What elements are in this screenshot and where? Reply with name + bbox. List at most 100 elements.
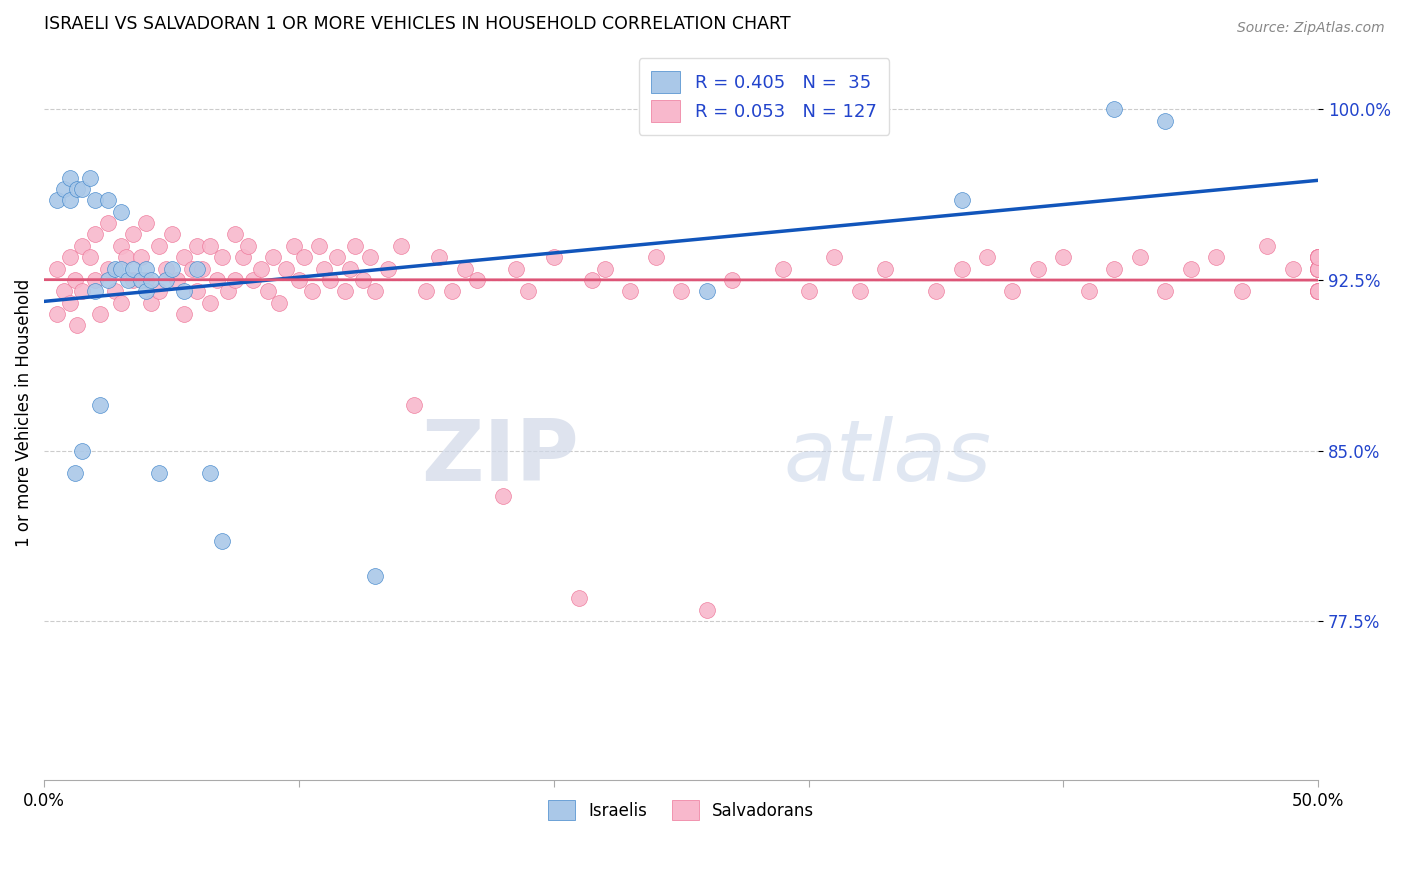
Point — [110, 204, 132, 219]
Point — [1308, 285, 1330, 299]
Point — [129, 250, 152, 264]
Point — [1308, 250, 1330, 264]
Point — [53, 182, 76, 196]
Point — [267, 295, 290, 310]
Text: atlas: atlas — [783, 416, 991, 499]
Point — [568, 591, 591, 606]
Point — [173, 285, 195, 299]
Point — [352, 273, 374, 287]
Point — [1308, 261, 1330, 276]
Point — [45, 307, 67, 321]
Point — [1308, 285, 1330, 299]
Point — [1308, 261, 1330, 276]
Point — [1308, 261, 1330, 276]
Point — [1256, 239, 1278, 253]
Point — [135, 273, 157, 287]
Point — [45, 194, 67, 208]
Point — [721, 273, 744, 287]
Point — [950, 261, 973, 276]
Point — [1308, 285, 1330, 299]
Point — [58, 194, 80, 208]
Point — [1052, 250, 1074, 264]
Point — [492, 489, 515, 503]
Point — [84, 194, 107, 208]
Point — [1308, 285, 1330, 299]
Point — [1308, 285, 1330, 299]
Point — [110, 295, 132, 310]
Point — [669, 285, 692, 299]
Point — [249, 261, 271, 276]
Point — [1180, 261, 1202, 276]
Point — [45, 261, 67, 276]
Point — [1308, 250, 1330, 264]
Point — [89, 398, 111, 412]
Point — [63, 467, 86, 481]
Point — [333, 285, 356, 299]
Point — [186, 239, 208, 253]
Point — [66, 318, 89, 333]
Point — [224, 227, 246, 242]
Point — [198, 239, 221, 253]
Point — [148, 285, 170, 299]
Point — [72, 285, 94, 299]
Point — [122, 273, 145, 287]
Point — [1308, 250, 1330, 264]
Point — [84, 285, 107, 299]
Point — [117, 273, 139, 287]
Point — [465, 273, 488, 287]
Point — [58, 170, 80, 185]
Point — [1308, 261, 1330, 276]
Point — [97, 261, 120, 276]
Point — [207, 273, 229, 287]
Point — [135, 285, 157, 299]
Point — [110, 261, 132, 276]
Point — [72, 239, 94, 253]
Point — [72, 443, 94, 458]
Point — [186, 285, 208, 299]
Point — [389, 239, 412, 253]
Text: ISRAELI VS SALVADORAN 1 OR MORE VEHICLES IN HOUSEHOLD CORRELATION CHART: ISRAELI VS SALVADORAN 1 OR MORE VEHICLES… — [44, 15, 790, 33]
Point — [173, 250, 195, 264]
Point — [198, 467, 221, 481]
Point — [139, 295, 162, 310]
Point — [1308, 261, 1330, 276]
Point — [97, 194, 120, 208]
Point — [364, 285, 387, 299]
Point — [110, 239, 132, 253]
Point — [58, 295, 80, 310]
Point — [1308, 261, 1330, 276]
Point — [104, 261, 127, 276]
Point — [242, 273, 264, 287]
Point — [236, 239, 259, 253]
Point — [283, 239, 305, 253]
Point — [160, 261, 183, 276]
Point — [173, 307, 195, 321]
Point — [257, 285, 280, 299]
Point — [135, 216, 157, 230]
Point — [517, 285, 540, 299]
Point — [160, 227, 183, 242]
Point — [326, 250, 349, 264]
Point — [1129, 250, 1152, 264]
Point — [1154, 113, 1177, 128]
Point — [217, 285, 239, 299]
Point — [211, 250, 233, 264]
Y-axis label: 1 or more Vehicles in Household: 1 or more Vehicles in Household — [15, 279, 32, 547]
Point — [84, 227, 107, 242]
Point — [453, 261, 475, 276]
Point — [1308, 250, 1330, 264]
Point — [1308, 250, 1330, 264]
Point — [797, 285, 820, 299]
Text: ZIP: ZIP — [422, 416, 579, 499]
Point — [696, 285, 718, 299]
Point — [211, 534, 233, 549]
Text: Source: ZipAtlas.com: Source: ZipAtlas.com — [1237, 21, 1385, 35]
Point — [543, 250, 565, 264]
Point — [89, 307, 111, 321]
Point — [359, 250, 381, 264]
Point — [1308, 285, 1330, 299]
Point — [72, 182, 94, 196]
Point — [925, 285, 948, 299]
Point — [364, 568, 387, 582]
Point — [148, 467, 170, 481]
